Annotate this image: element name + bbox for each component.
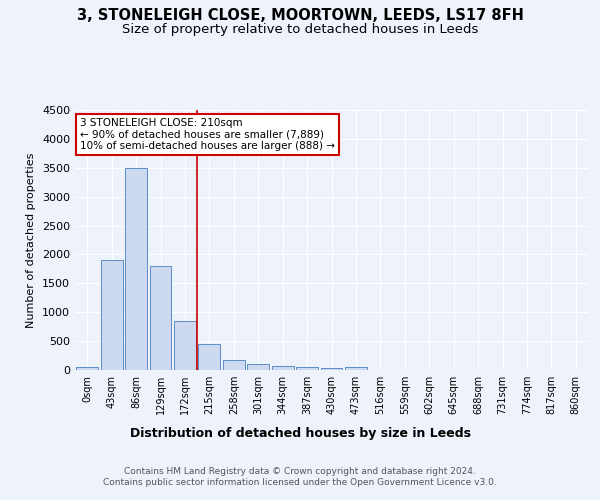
Bar (320, 368, 343, 370)
Bar (101, 260, 122, 370)
Bar (199, 344, 220, 370)
Text: Size of property relative to detached houses in Leeds: Size of property relative to detached ho… (122, 22, 478, 36)
Y-axis label: Number of detached properties: Number of detached properties (26, 152, 37, 328)
Text: 3 STONELEIGH CLOSE: 210sqm
← 90% of detached houses are smaller (7,889)
10% of s: 3 STONELEIGH CLOSE: 210sqm ← 90% of deta… (80, 118, 335, 151)
Bar (272, 366, 293, 370)
Bar (247, 364, 269, 370)
Bar (149, 266, 172, 370)
Bar (223, 360, 245, 370)
Bar (296, 367, 318, 370)
Bar (125, 168, 147, 370)
Bar (345, 367, 367, 370)
Text: Contains HM Land Registry data © Crown copyright and database right 2024.
Contai: Contains HM Land Registry data © Crown c… (103, 468, 497, 487)
Text: 3, STONELEIGH CLOSE, MOORTOWN, LEEDS, LS17 8FH: 3, STONELEIGH CLOSE, MOORTOWN, LEEDS, LS… (77, 8, 523, 22)
Bar (174, 321, 196, 370)
Bar (76, 367, 98, 370)
Text: Distribution of detached houses by size in Leeds: Distribution of detached houses by size … (130, 428, 470, 440)
